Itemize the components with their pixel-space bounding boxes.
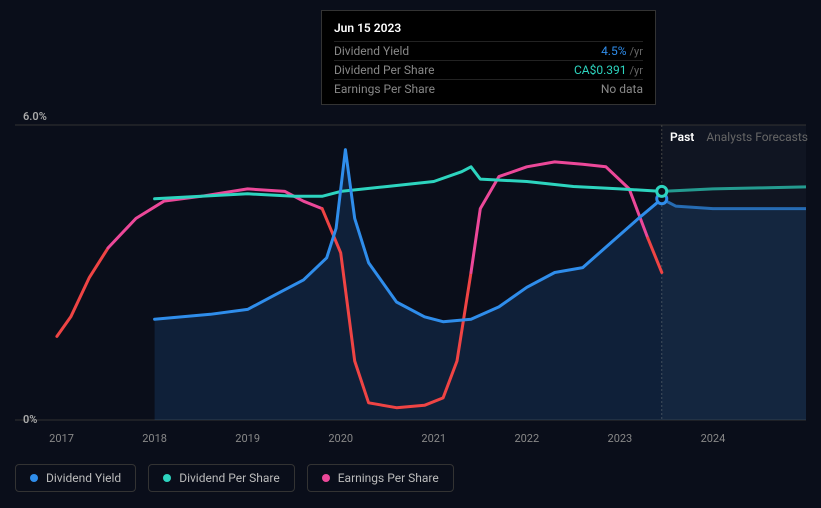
legend-item[interactable]: Earnings Per Share [307, 464, 454, 492]
legend-dot-icon [322, 474, 330, 482]
legend-label: Earnings Per Share [338, 471, 439, 485]
dividend-chart: Jun 15 2023 Dividend Yield4.5%/yrDividen… [0, 0, 821, 508]
tooltip-row-value: CA$0.391/yr [574, 63, 643, 77]
x-axis-tick-label: 2018 [142, 432, 167, 445]
legend-dot-icon [30, 474, 38, 482]
tooltip-row-value: No data [601, 82, 643, 96]
x-axis-tick-label: 2017 [49, 432, 74, 445]
x-axis-tick-label: 2020 [328, 432, 353, 445]
tooltip-row: Earnings Per Share No data [334, 79, 643, 98]
legend-item[interactable]: Dividend Per Share [148, 464, 295, 492]
chart-svg [15, 100, 806, 440]
x-axis-tick-label: 2024 [701, 432, 726, 445]
tooltip-row-label: Earnings Per Share [334, 82, 435, 96]
x-axis-tick-label: 2021 [421, 432, 446, 445]
tooltip-row-label: Dividend Yield [334, 44, 409, 58]
legend-dot-icon [163, 474, 171, 482]
x-axis-tick-label: 2022 [514, 432, 539, 445]
forecast-label: Analysts Forecasts [706, 130, 808, 144]
past-forecast-labels: Past Analysts Forecasts [670, 130, 808, 144]
y-axis-max-label: 6.0% [23, 110, 47, 123]
tooltip-row-label: Dividend Per Share [334, 63, 435, 77]
legend-label: Dividend Per Share [179, 471, 280, 485]
tooltip-date: Jun 15 2023 [334, 17, 643, 41]
legend-item[interactable]: Dividend Yield [15, 464, 136, 492]
legend-label: Dividend Yield [46, 471, 121, 485]
chart-tooltip: Jun 15 2023 Dividend Yield4.5%/yrDividen… [321, 10, 656, 105]
tooltip-row-value: 4.5%/yr [601, 44, 643, 58]
x-axis-tick-label: 2019 [235, 432, 260, 445]
chart-plot-area[interactable]: 6.0% 0% Past Analysts Forecasts 20172018… [15, 100, 806, 440]
tooltip-row: Dividend Per Share CA$0.391/yr [334, 60, 643, 79]
chart-legend: Dividend Yield Dividend Per Share Earnings… [15, 464, 454, 492]
tooltip-row: Dividend Yield 4.5%/yr [334, 41, 643, 60]
past-label: Past [670, 130, 694, 144]
y-axis-min-label: 0% [23, 413, 37, 426]
x-axis-tick-label: 2023 [608, 432, 633, 445]
